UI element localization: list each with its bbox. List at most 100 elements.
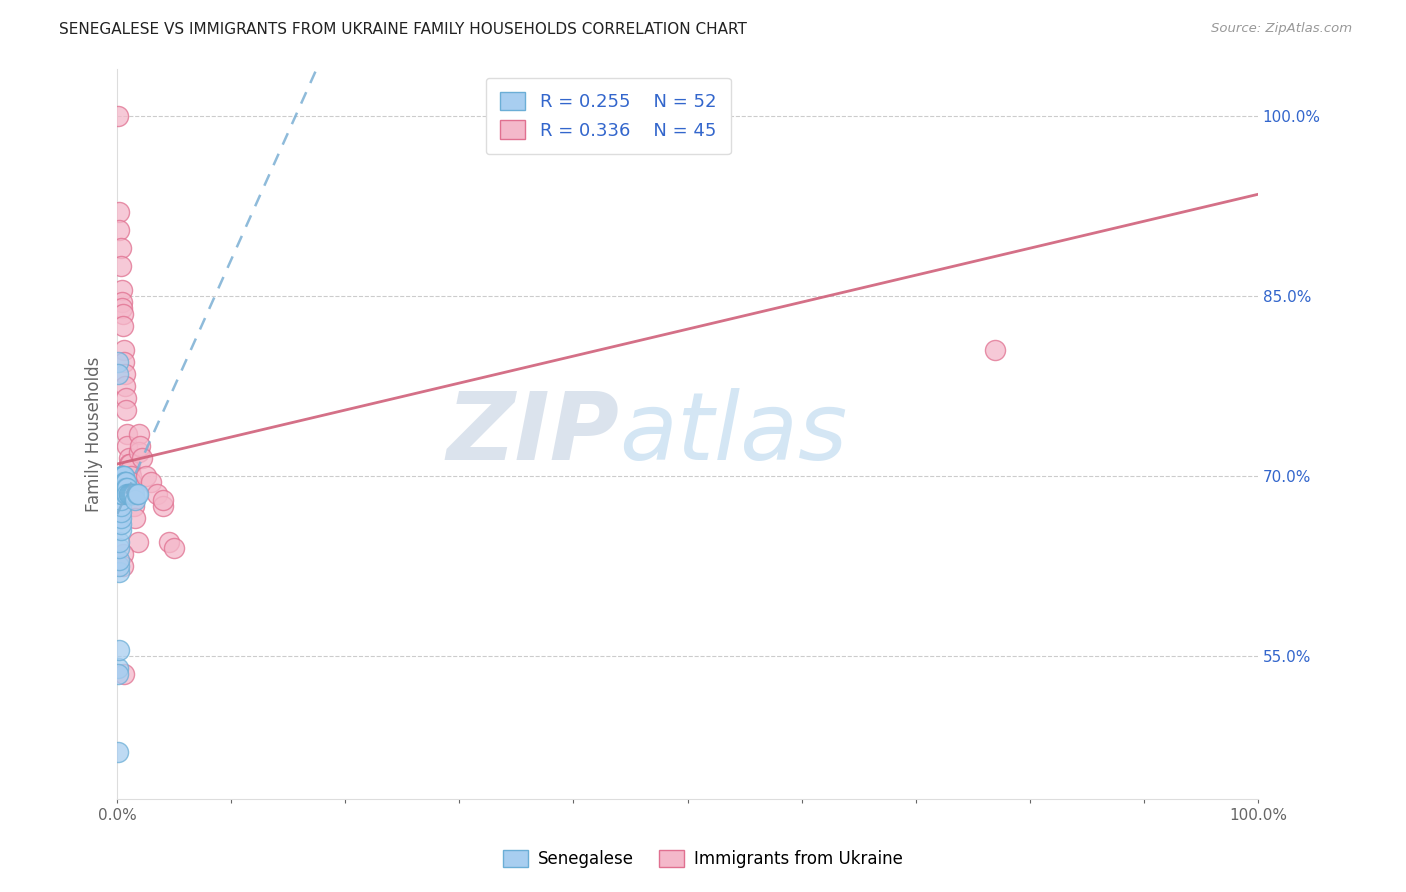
Point [122,487,145,501]
Point [121,487,143,501]
Text: ZIP: ZIP [446,388,619,480]
Point [108,553,131,567]
Text: Source: ZipAtlas.com: Source: ZipAtlas.com [1212,22,1353,36]
Point [107,666,129,681]
Point [125,487,148,501]
Point [115,487,138,501]
Point [129,439,152,453]
Point [108,223,131,237]
Point [117,487,139,501]
Point [114,481,136,495]
Point [124,511,146,525]
Point [122,487,145,501]
Point [146,487,169,501]
Point [111,319,134,334]
Point [115,481,138,495]
Point [112,475,135,489]
Point [127,487,149,501]
Text: atlas: atlas [619,389,848,480]
Point [152,499,174,513]
Point [124,492,146,507]
Point [112,475,135,489]
Point [112,355,135,369]
Point [107,110,129,124]
Point [114,475,136,489]
Point [108,541,131,555]
Point [111,283,134,297]
Point [110,511,132,525]
Point [152,492,174,507]
Point [108,565,131,579]
Point [111,475,134,489]
Point [111,295,134,310]
Point [112,343,135,357]
Point [108,642,131,657]
Point [107,367,129,381]
Point [111,301,134,315]
Y-axis label: Family Households: Family Households [86,356,103,512]
Point [117,481,139,495]
Point [141,475,163,489]
Point [108,558,131,573]
Point [114,379,136,393]
Point [111,475,134,489]
Point [117,427,139,442]
Point [120,469,142,483]
Point [111,558,134,573]
Point [111,547,134,561]
Point [111,469,134,483]
Point [117,450,139,465]
Point [112,469,135,483]
Point [107,355,129,369]
Point [117,439,139,453]
Point [110,505,132,519]
Text: SENEGALESE VS IMMIGRANTS FROM UKRAINE FAMILY HOUSEHOLDS CORRELATION CHART: SENEGALESE VS IMMIGRANTS FROM UKRAINE FA… [59,22,747,37]
Point [110,516,132,531]
Point [110,241,132,255]
Point [117,487,139,501]
Point [115,403,138,417]
Point [111,469,134,483]
Point [111,475,134,489]
Point [117,487,139,501]
Point [163,541,186,555]
Point [107,745,129,759]
Point [110,481,132,495]
Point [115,475,138,489]
Point [124,499,146,513]
Point [122,492,145,507]
Point [111,307,134,321]
Point [114,481,136,495]
Point [107,660,129,674]
Point [110,523,132,537]
Point [111,469,134,483]
Point [124,487,146,501]
Point [110,499,132,513]
Point [108,534,131,549]
Point [120,475,142,489]
Point [128,427,150,442]
Point [110,492,132,507]
Legend: R = 0.255    N = 52, R = 0.336    N = 45: R = 0.255 N = 52, R = 0.336 N = 45 [485,78,731,154]
Point [108,205,131,219]
Point [110,259,132,273]
Point [114,475,136,489]
Point [111,475,134,489]
Point [118,463,141,477]
Point [112,666,135,681]
Point [117,457,139,471]
Legend: Senegalese, Immigrants from Ukraine: Senegalese, Immigrants from Ukraine [496,843,910,875]
Point [115,391,138,405]
Point [118,487,141,501]
Point [157,534,180,549]
Point [128,445,150,459]
Point [111,487,134,501]
Point [111,481,134,495]
Point [120,487,142,501]
Point [111,469,134,483]
Point [114,367,136,381]
Point [110,487,132,501]
Point [135,469,157,483]
Point [118,457,141,471]
Point [112,475,135,489]
